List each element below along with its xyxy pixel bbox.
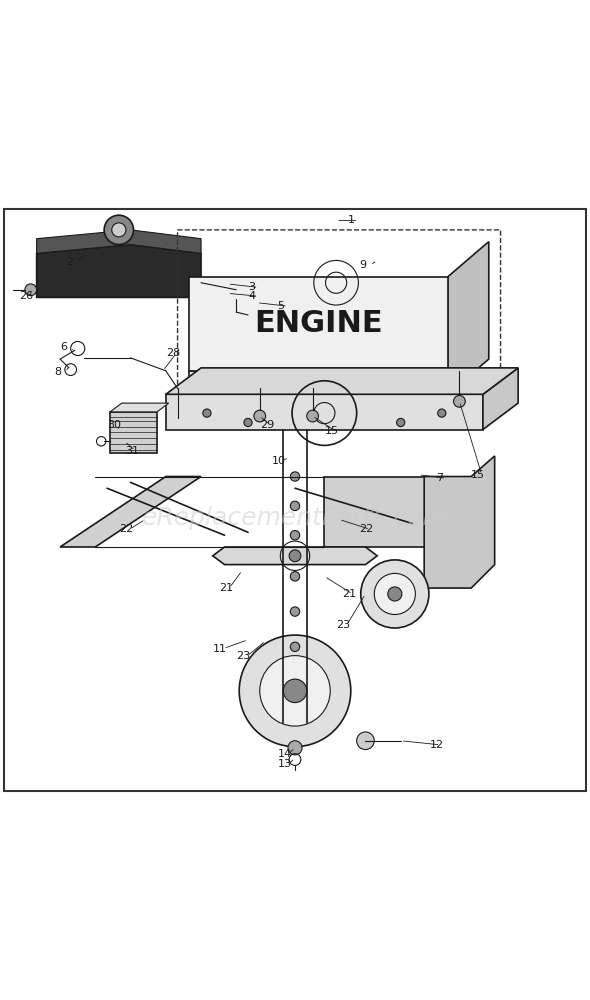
- Circle shape: [396, 418, 405, 427]
- Text: 30: 30: [107, 420, 121, 430]
- Text: 23: 23: [336, 620, 350, 630]
- Text: 15: 15: [471, 470, 485, 480]
- Text: 12: 12: [430, 740, 444, 750]
- Text: 28: 28: [166, 348, 180, 358]
- Text: 4: 4: [248, 291, 255, 301]
- Circle shape: [290, 642, 300, 652]
- Text: 9: 9: [359, 260, 367, 270]
- Polygon shape: [189, 336, 489, 371]
- Polygon shape: [448, 242, 489, 394]
- Text: 5: 5: [277, 301, 284, 311]
- Circle shape: [357, 732, 374, 750]
- Text: 21: 21: [342, 589, 356, 599]
- Polygon shape: [110, 403, 169, 412]
- Polygon shape: [37, 230, 201, 253]
- Circle shape: [288, 741, 302, 755]
- Text: 31: 31: [124, 446, 139, 456]
- Text: 29: 29: [260, 420, 274, 430]
- Text: 22: 22: [359, 524, 374, 534]
- Text: 3: 3: [248, 282, 255, 292]
- Polygon shape: [166, 394, 483, 430]
- Circle shape: [454, 395, 466, 407]
- Circle shape: [112, 223, 126, 237]
- Circle shape: [290, 501, 300, 511]
- Text: 6: 6: [60, 342, 67, 352]
- Polygon shape: [324, 477, 483, 547]
- Circle shape: [289, 550, 301, 562]
- Polygon shape: [60, 477, 201, 547]
- Text: 2: 2: [66, 257, 73, 267]
- Bar: [110, 412, 157, 453]
- Circle shape: [360, 560, 429, 628]
- Text: ENGINE: ENGINE: [254, 309, 383, 338]
- Polygon shape: [213, 547, 377, 565]
- Polygon shape: [424, 456, 494, 588]
- Text: 13: 13: [277, 759, 291, 769]
- Polygon shape: [189, 371, 448, 394]
- Text: 15: 15: [324, 426, 338, 436]
- Text: 22: 22: [119, 524, 133, 534]
- Circle shape: [290, 572, 300, 581]
- Polygon shape: [483, 368, 518, 430]
- Text: 23: 23: [236, 651, 250, 661]
- Text: 21: 21: [219, 583, 233, 593]
- Polygon shape: [166, 368, 518, 394]
- Circle shape: [254, 410, 266, 422]
- Circle shape: [374, 573, 415, 615]
- Circle shape: [290, 531, 300, 540]
- Circle shape: [203, 409, 211, 417]
- Circle shape: [283, 679, 307, 703]
- Circle shape: [388, 587, 402, 601]
- Circle shape: [290, 607, 300, 616]
- Circle shape: [260, 656, 330, 726]
- Circle shape: [239, 635, 351, 747]
- Polygon shape: [189, 277, 448, 371]
- Text: 7: 7: [436, 473, 443, 483]
- Text: 26: 26: [19, 291, 33, 301]
- Circle shape: [230, 284, 243, 299]
- Circle shape: [307, 410, 319, 422]
- Text: 14: 14: [277, 749, 291, 759]
- Text: 8: 8: [54, 367, 61, 377]
- Text: eReplacementParts.com: eReplacementParts.com: [142, 506, 448, 530]
- Circle shape: [25, 284, 37, 296]
- Circle shape: [244, 418, 252, 427]
- Text: 11: 11: [213, 644, 227, 654]
- Circle shape: [290, 472, 300, 481]
- Circle shape: [104, 215, 133, 245]
- Polygon shape: [37, 245, 201, 297]
- Text: 1: 1: [348, 215, 355, 225]
- Text: 10: 10: [271, 456, 286, 466]
- Circle shape: [438, 409, 446, 417]
